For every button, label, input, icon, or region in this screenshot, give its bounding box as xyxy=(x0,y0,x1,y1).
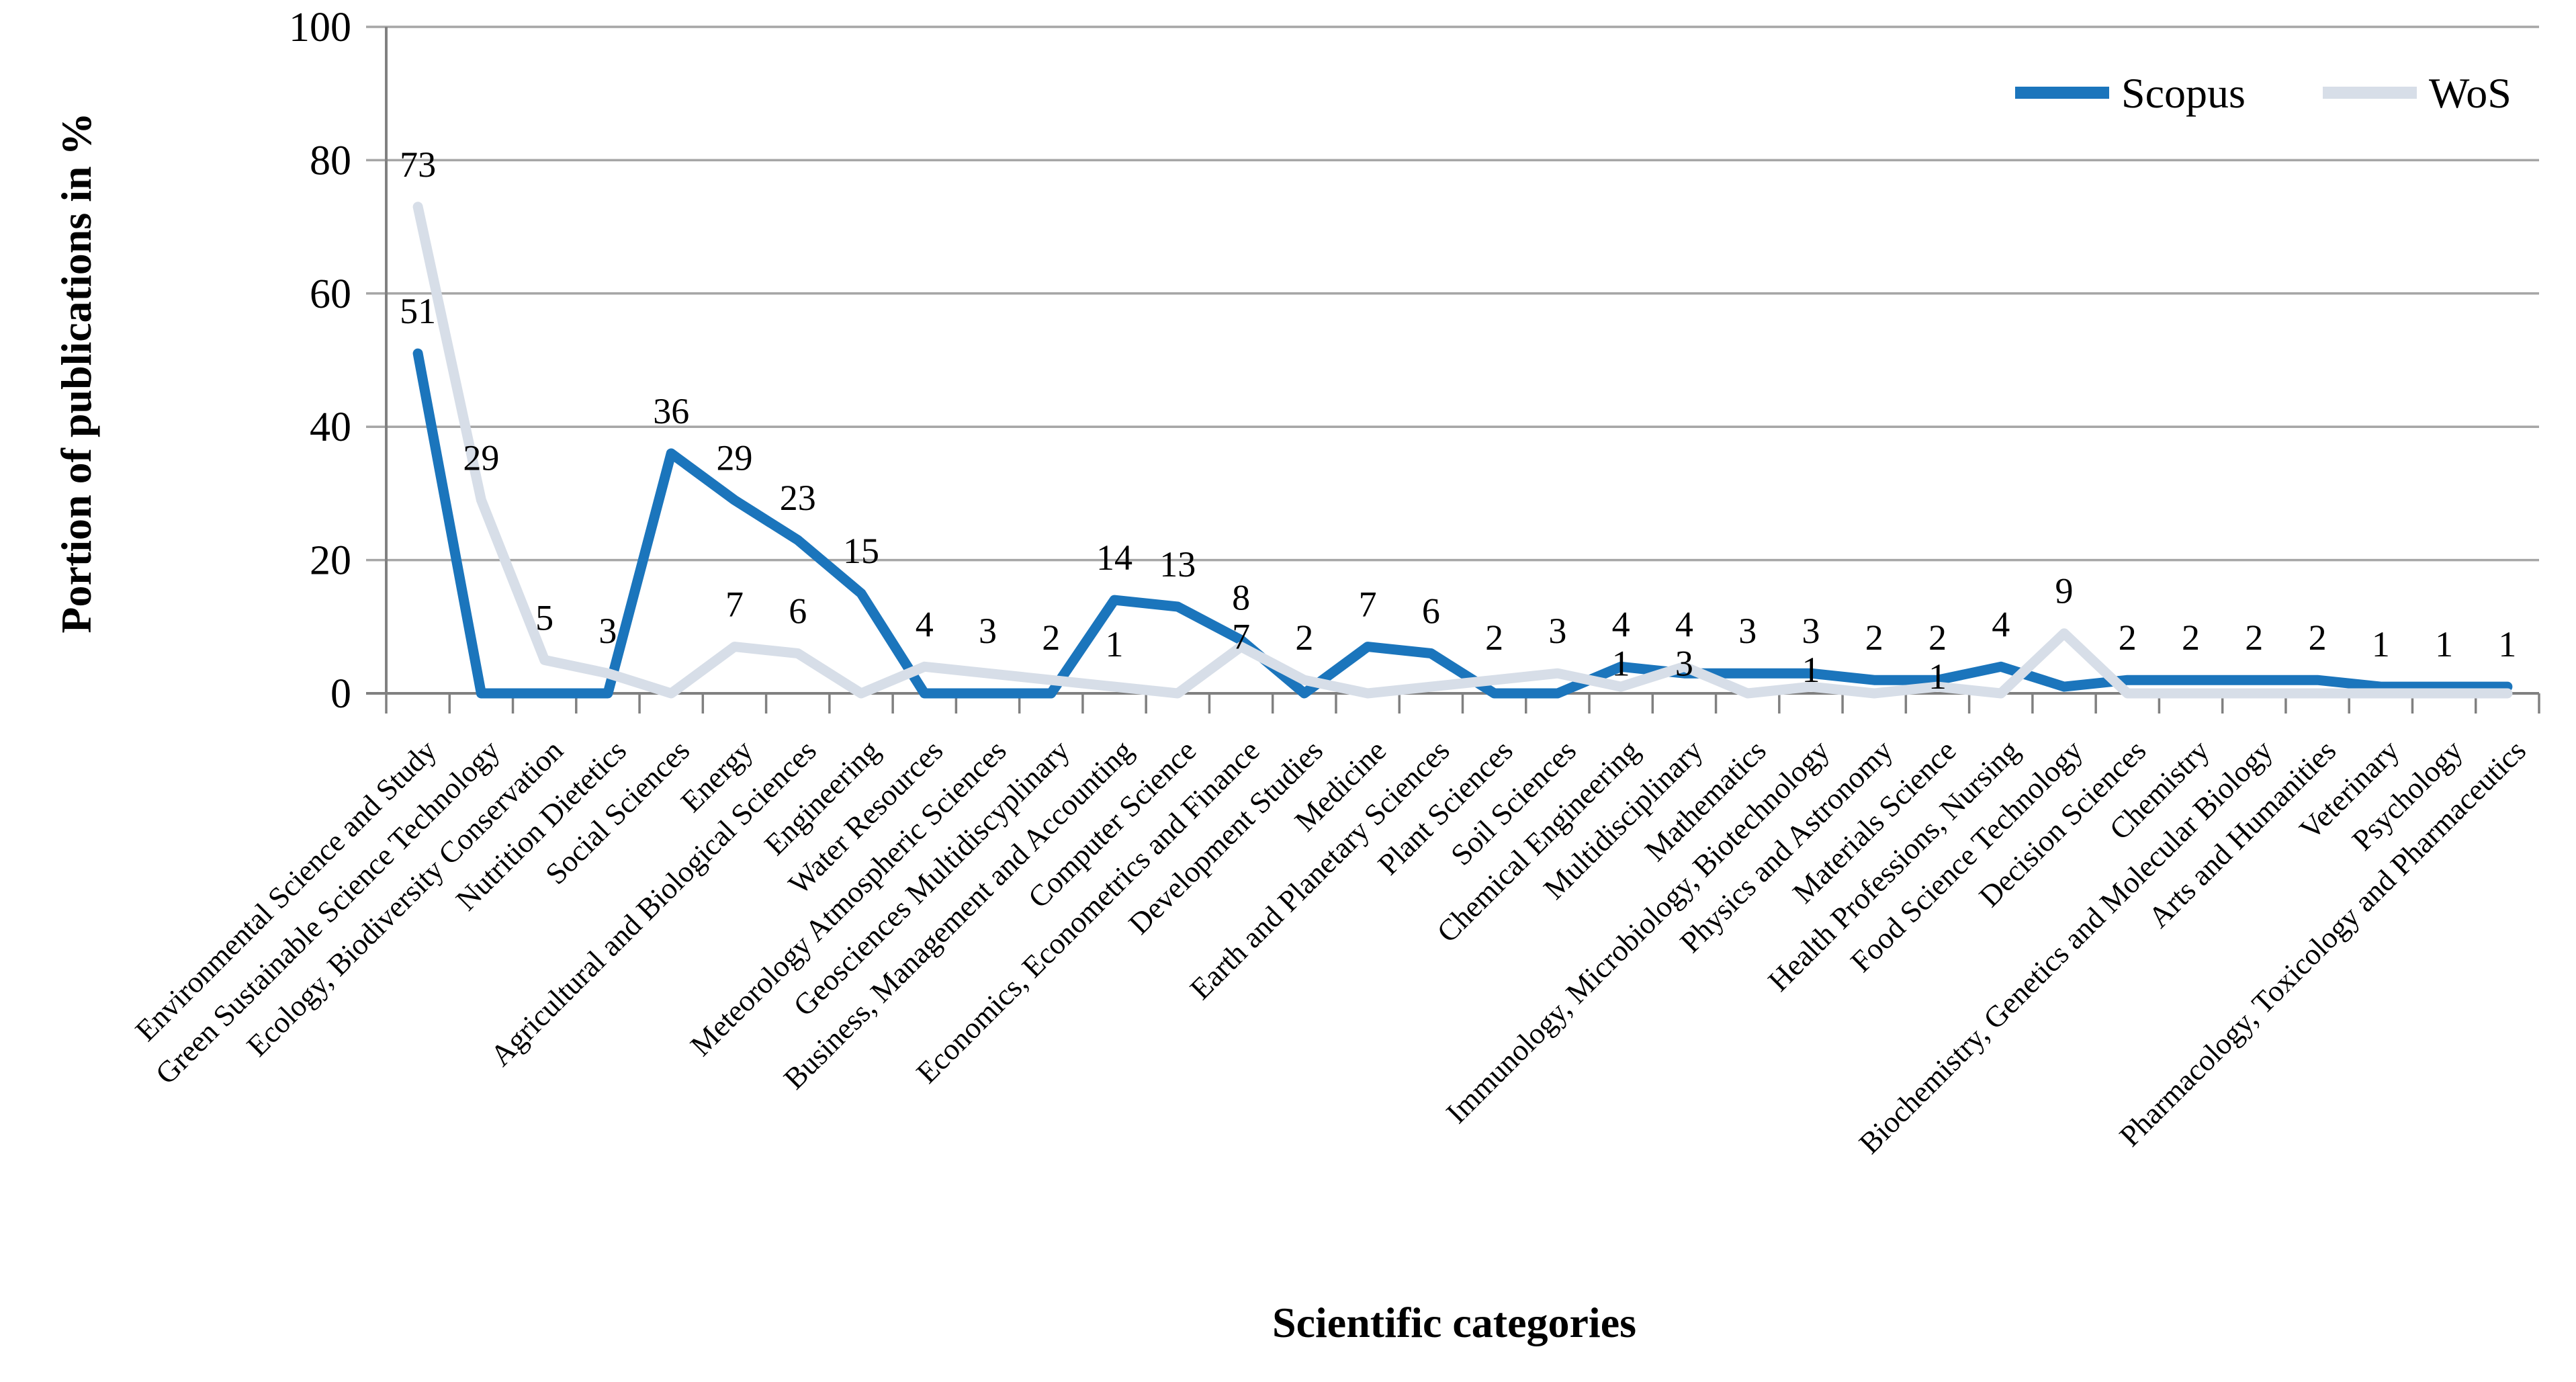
data-label-scopus: 7 xyxy=(1359,585,1377,625)
data-label-scopus: 2 xyxy=(2182,617,2200,658)
data-label-scopus: 4 xyxy=(1612,604,1630,644)
data-label-wos: 29 xyxy=(463,437,499,478)
data-label-wos: 1 xyxy=(1928,656,1947,697)
data-label-wos: 73 xyxy=(400,144,436,185)
data-label-scopus: 1 xyxy=(2435,624,2453,664)
data-label-scopus: 2 xyxy=(2119,617,2137,658)
y-axis-tick-label: 60 xyxy=(310,271,351,317)
data-label-wos: 6 xyxy=(789,591,807,631)
data-label-scopus: 4 xyxy=(1992,604,2010,644)
data-label-wos: 1 xyxy=(1106,624,1124,664)
data-label-scopus: 29 xyxy=(716,437,752,478)
y-axis-tick-label: 80 xyxy=(310,138,351,183)
data-label-wos: 4 xyxy=(916,604,934,644)
data-label-scopus: 3 xyxy=(1802,611,1820,651)
data-label-scopus: 3 xyxy=(1738,611,1757,651)
data-label-scopus: 8 xyxy=(1232,578,1250,618)
data-label-scopus: 6 xyxy=(1422,591,1440,631)
data-label-wos: 7 xyxy=(725,585,744,625)
data-label-wos: 2 xyxy=(1042,617,1060,658)
y-axis-title: Portion of publications in % xyxy=(52,112,100,633)
data-label-wos: 7 xyxy=(1232,617,1250,657)
data-label-wos: 3 xyxy=(1548,611,1566,651)
data-label-wos: 9 xyxy=(2055,571,2074,611)
data-label-wos: 3 xyxy=(598,611,617,651)
data-label-scopus: 2 xyxy=(1928,617,1947,658)
data-label-scopus: 23 xyxy=(780,478,816,518)
legend: Scopus WoS xyxy=(2015,69,2512,117)
data-label-scopus: 3 xyxy=(1675,643,1693,683)
legend-scopus-label: Scopus xyxy=(2121,69,2246,117)
data-label-scopus: 13 xyxy=(1159,544,1196,585)
data-label-scopus: 1 xyxy=(2498,624,2516,664)
scopus-series-line xyxy=(412,348,2513,699)
wos-series-line xyxy=(412,202,2513,699)
data-label-wos: 2 xyxy=(1485,617,1503,658)
y-axis-tick-label: 0 xyxy=(330,671,351,717)
data-label-wos: 5 xyxy=(535,597,553,638)
data-label-scopus: 2 xyxy=(2245,617,2263,658)
data-label-wos: 2 xyxy=(1295,617,1313,658)
data-label-wos: 3 xyxy=(979,611,997,651)
data-label-scopus: 1 xyxy=(2372,624,2390,664)
data-label-scopus: 51 xyxy=(400,291,436,331)
data-label-wos: 1 xyxy=(1802,650,1820,690)
y-axis-tick-label: 100 xyxy=(289,5,351,50)
data-label-scopus: 2 xyxy=(2309,617,2327,658)
data-label-scopus: 14 xyxy=(1096,537,1132,578)
y-axis-tick-labels: 0 20 40 60 80 100 xyxy=(289,5,351,717)
data-label-scopus: 36 xyxy=(653,391,689,431)
y-axis-tick-label: 40 xyxy=(310,404,351,450)
data-label-wos: 4 xyxy=(1675,604,1693,644)
x-axis-title: Scientific categories xyxy=(1272,1299,1636,1346)
legend-wos-label: WoS xyxy=(2429,69,2512,117)
data-label-scopus: 15 xyxy=(843,531,879,571)
data-label-wos: 1 xyxy=(1612,643,1630,683)
data-label-scopus: 2 xyxy=(1865,617,1883,658)
y-axis-tick-label: 20 xyxy=(310,538,351,584)
series-lines xyxy=(412,202,2513,699)
